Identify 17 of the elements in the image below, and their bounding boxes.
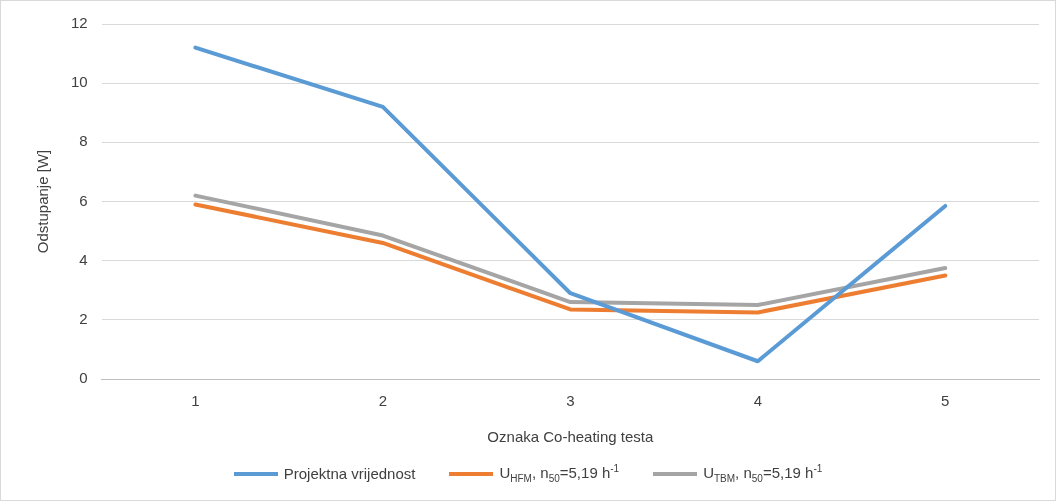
legend-label: U$_{HFM}$, n$_{50}$=5,19 h$^{-1}$: [499, 463, 620, 484]
x-tick-label: 1: [191, 392, 200, 410]
x-tick-label: 2: [378, 392, 388, 410]
y-tick-label: 6: [79, 191, 88, 209]
y-tick-label: 0: [79, 369, 88, 387]
y-tick-label: 2: [79, 309, 88, 327]
x-tick-label: 3: [566, 392, 575, 410]
y-axis-title: Odstupanje [W]: [34, 149, 52, 254]
x-tick-label: 5: [941, 392, 950, 410]
y-tick-label: 8: [79, 132, 88, 150]
y-tick-label: 12: [71, 14, 88, 32]
y-tick-label: 4: [79, 250, 88, 268]
x-axis-title: Oznaka Co-heating testa: [487, 428, 654, 446]
x-tick-label: 4: [753, 392, 762, 410]
y-tick-label: 10: [71, 73, 88, 91]
legend-label: Projektna vrijednost: [283, 465, 416, 482]
legend-label: U$_{TBM}$, n$_{50}$=5,19 h$^{-1}$: [703, 463, 823, 484]
